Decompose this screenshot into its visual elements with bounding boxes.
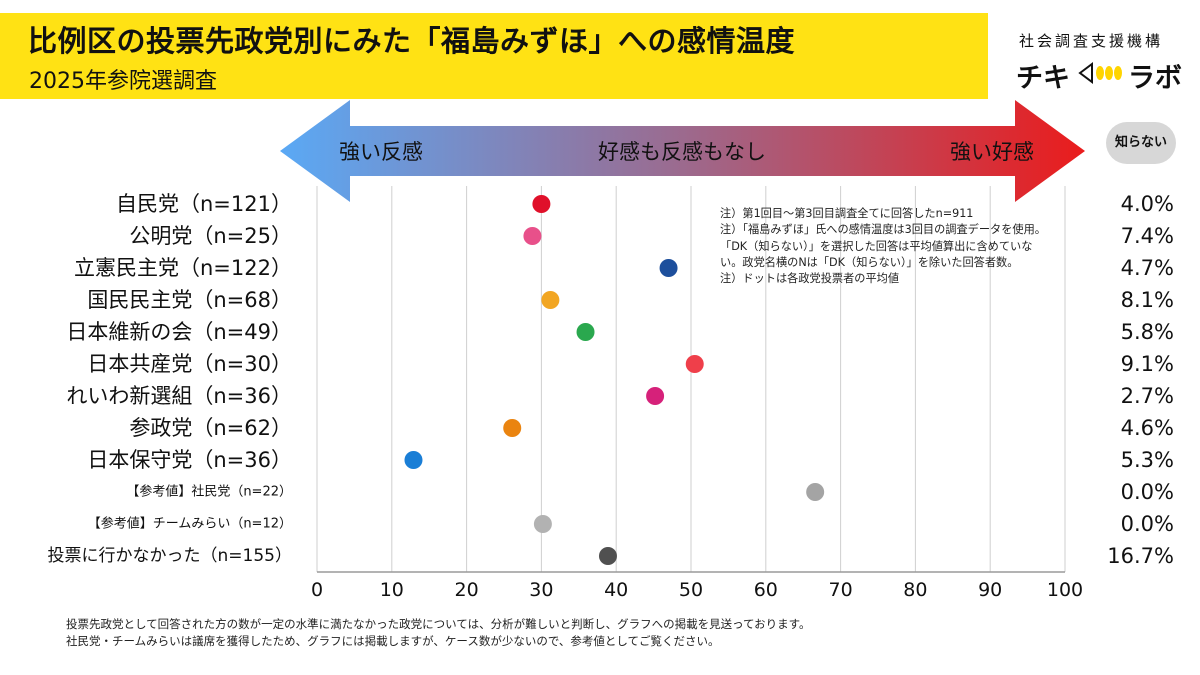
category-label: 【参考値】社民党（n=22） [126,484,292,500]
org-name: 社会調査支援機構 [1018,32,1163,50]
scale-center-label: 好感も反感もなし [598,140,766,164]
data-point [646,387,665,405]
x-tick-label: 90 [978,579,1002,601]
data-point [685,355,704,373]
logo-text-left: チキ [1016,63,1070,94]
x-tick-label: 40 [604,579,628,601]
data-point [503,419,522,437]
category-label: 投票に行かなかった（n=155） [48,546,292,566]
dk-percent-label: 4.0% [1121,192,1174,216]
sentiment-arrow [280,100,1085,202]
chart-notes: 注）第1回目〜第3回目調査全てに回答したn=911 注）「福島みずほ」氏への感情… [720,206,1105,287]
data-point [523,227,542,245]
data-point [598,547,617,565]
dk-percent-label: 4.6% [1121,416,1174,440]
dk-percent-label: 4.7% [1121,256,1174,280]
category-label: 立憲民主党（n=122） [74,256,292,280]
dk-percent-label: 5.8% [1121,320,1174,344]
note-line: 注）ドットは各政党投票者の平均値 [720,272,900,286]
category-label: 参政党（n=62） [129,416,292,440]
note-line: い。政党名横のNは「DK（知らない）」を除いた回答者数。 [720,255,1019,269]
data-point [532,195,551,213]
footer-line: 社民党・チームみらいは議席を獲得したため、グラフには掲載しますが、ケース数が少な… [66,633,720,648]
footer-notes: 投票先政党として回答された方の数が一定の水準に満たなかった政党については、分析が… [66,616,811,649]
x-tick-label: 30 [529,579,553,601]
chikilab-logo: チキ ラボ [1006,56,1182,94]
category-label: れいわ新選組（n=36） [66,384,292,408]
dk-percent-label: 2.7% [1121,384,1174,408]
category-label: 公明党（n=25） [129,224,292,248]
scale-left-label: 強い反感 [339,140,423,164]
footer-line: 投票先政党として回答された方の数が一定の水準に満たなかった政党については、分析が… [66,617,811,631]
data-point [541,291,560,309]
note-line: 注）「福島みずほ」氏への感情温度は3回目の調査データを使用。 [720,223,1046,237]
title-banner [0,13,988,99]
note-line: 注）第1回目〜第3回目調査全てに回答したn=911 [720,207,974,220]
data-point [806,483,825,501]
category-label: 自民党（n=121） [116,192,292,216]
x-tick-label: 70 [829,579,853,601]
category-label: 日本維新の会（n=49） [66,320,292,344]
x-tick-label: 10 [380,579,404,601]
category-label: 国民民主党（n=68） [87,288,292,312]
logo-text-right: ラボ [1128,63,1182,94]
x-tick-label: 0 [311,579,323,601]
dk-header-badge: 知らない [1106,122,1176,164]
dk-percent-label: 8.1% [1121,288,1174,312]
dk-percent-label: 5.3% [1121,448,1174,472]
x-tick-label: 50 [679,579,703,601]
category-label: 【参考値】チームみらい（n=12） [88,516,292,532]
page-subtitle: 2025年参院選調査 [29,69,217,94]
x-tick-label: 100 [1047,579,1083,601]
dk-percent-label: 9.1% [1121,352,1174,376]
dk-percent-label: 0.0% [1121,512,1174,536]
data-point [533,515,552,533]
x-tick-label: 80 [903,579,927,601]
data-point [404,451,423,469]
megaphone-icon [1078,62,1122,84]
scale-right-label: 強い好感 [950,140,1034,164]
dk-percent-label: 0.0% [1121,480,1174,504]
data-point [576,323,595,341]
x-tick-label: 60 [754,579,778,601]
dk-percent-label: 16.7% [1107,544,1174,568]
category-label: 日本共産党（n=30） [87,352,292,376]
data-point [659,259,678,277]
x-tick-label: 20 [455,579,479,601]
page-title: 比例区の投票先政党別にみた「福島みずほ」への感情温度 [28,24,796,58]
dk-percent-label: 7.4% [1121,224,1174,248]
note-line: 「DK（知らない）」を選択した回答は平均値算出に含めていな [720,239,1033,253]
category-label: 日本保守党（n=36） [87,448,292,472]
